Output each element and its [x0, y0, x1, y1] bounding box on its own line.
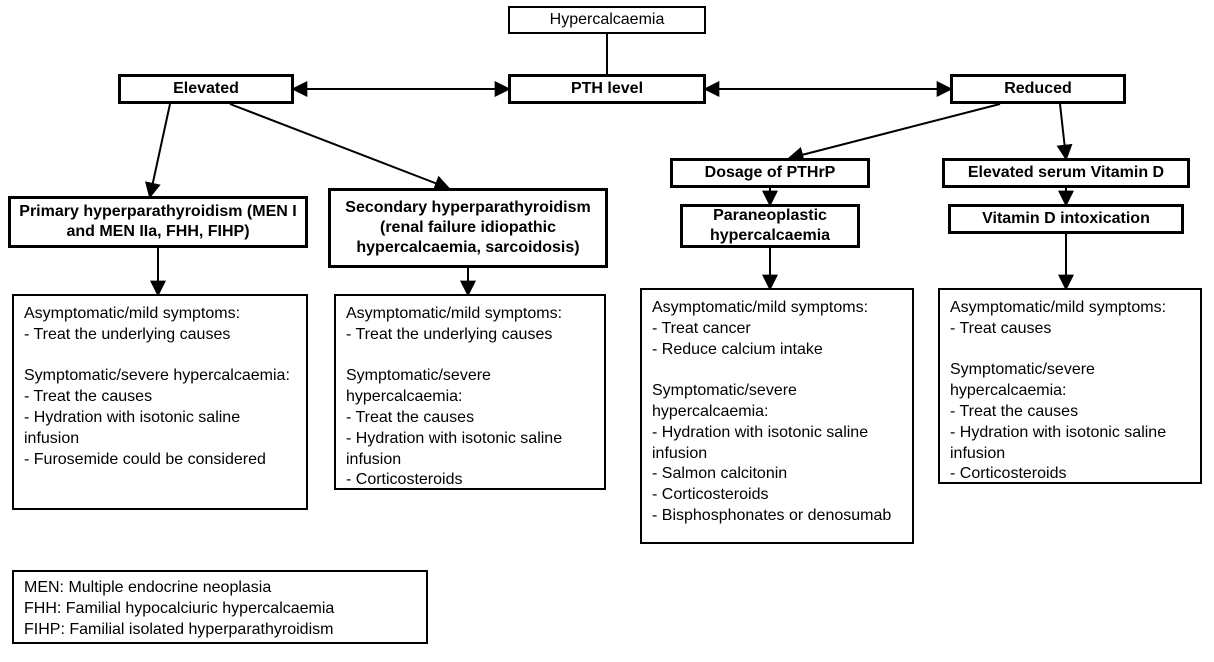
node-vitamin-d-intoxication: Vitamin D intoxication [948, 204, 1184, 234]
treatment-secondary: Asymptomatic/mild symptoms: - Treat the … [334, 294, 606, 490]
node-label: Elevated serum Vitamin D [968, 163, 1164, 183]
node-label: Primary hyperparathyroidism (MEN I and M… [19, 202, 297, 242]
node-secondary-hyperparathyroidism: Secondary hyperparathyroidism (renal fai… [328, 188, 608, 268]
node-primary-hyperparathyroidism: Primary hyperparathyroidism (MEN I and M… [8, 196, 308, 248]
node-label: Elevated [173, 79, 239, 99]
node-reduced: Reduced [950, 74, 1126, 104]
treatment-primary: Asymptomatic/mild symptoms: - Treat the … [12, 294, 308, 510]
edge [230, 104, 448, 188]
edge [790, 104, 1000, 158]
node-label: Dosage of PTHrP [705, 163, 836, 183]
node-label: Vitamin D intoxication [982, 209, 1150, 229]
node-label: Paraneoplastic hypercalcaemia [691, 206, 849, 246]
node-label: Secondary hyperparathyroidism (renal fai… [339, 198, 597, 258]
node-paraneoplastic: Paraneoplastic hypercalcaemia [680, 204, 860, 248]
treatment-paraneoplastic: Asymptomatic/mild symptoms: - Treat canc… [640, 288, 914, 544]
node-elevated: Elevated [118, 74, 294, 104]
node-dosage-pthrp: Dosage of PTHrP [670, 158, 870, 188]
flowchart-stage: Hypercalcaemia PTH level Elevated Reduce… [0, 0, 1214, 662]
legend-box: MEN: Multiple endocrine neoplasia FHH: F… [12, 570, 428, 644]
edge [1060, 104, 1066, 158]
node-label: Reduced [1004, 79, 1072, 99]
node-pth-level: PTH level [508, 74, 706, 104]
node-label: PTH level [571, 79, 643, 99]
node-elevated-vitamin-d: Elevated serum Vitamin D [942, 158, 1190, 188]
edge [150, 104, 170, 196]
treatment-vitamin-d: Asymptomatic/mild symptoms: - Treat caus… [938, 288, 1202, 484]
node-hypercalcaemia: Hypercalcaemia [508, 6, 706, 34]
node-label: Hypercalcaemia [550, 10, 665, 30]
